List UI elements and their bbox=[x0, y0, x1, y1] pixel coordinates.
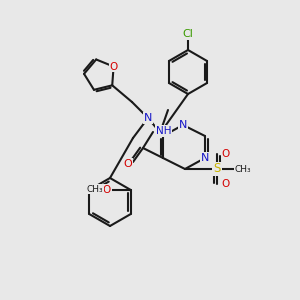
Text: N: N bbox=[179, 120, 187, 130]
Text: Cl: Cl bbox=[183, 29, 194, 39]
Text: S: S bbox=[213, 163, 221, 176]
Text: O: O bbox=[222, 149, 230, 159]
Text: N: N bbox=[144, 113, 152, 123]
Text: N: N bbox=[201, 153, 209, 163]
Text: O: O bbox=[110, 61, 118, 72]
Text: O: O bbox=[103, 185, 111, 195]
Text: CH₃: CH₃ bbox=[86, 184, 103, 194]
Text: CH₃: CH₃ bbox=[235, 164, 251, 173]
Text: O: O bbox=[222, 179, 230, 189]
Text: NH: NH bbox=[156, 126, 172, 136]
Text: O: O bbox=[124, 159, 132, 169]
